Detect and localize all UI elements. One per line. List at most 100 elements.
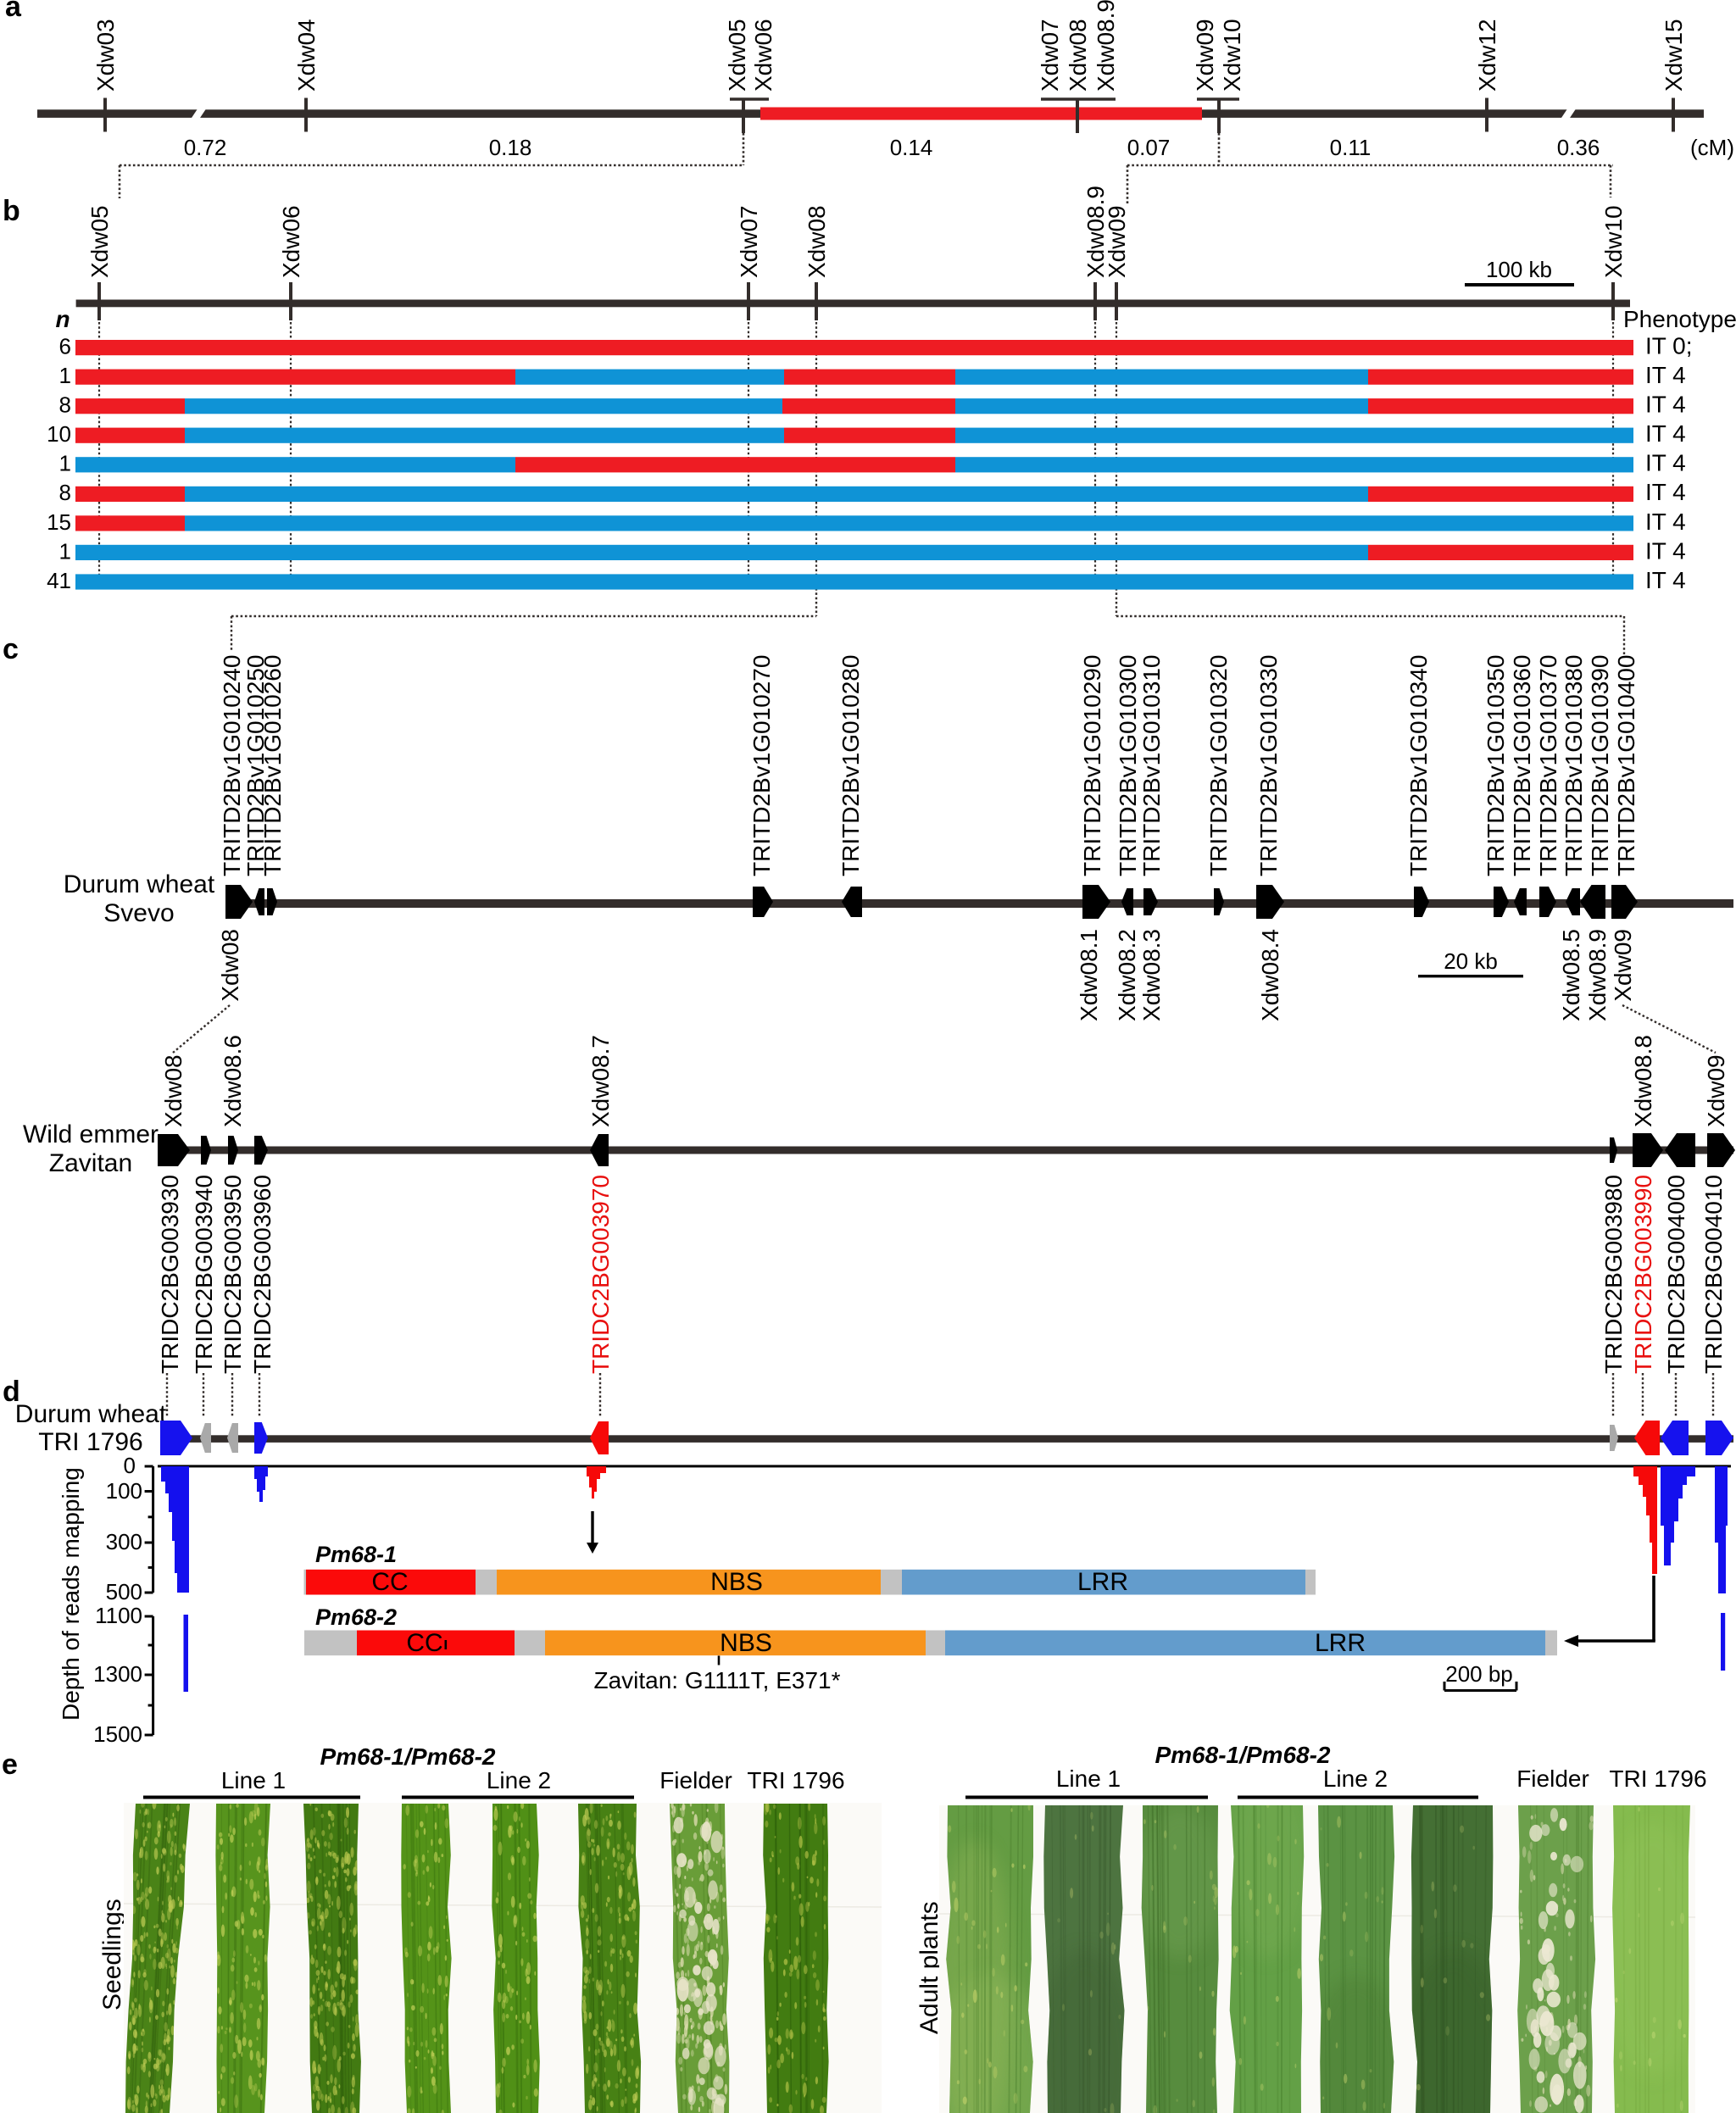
svg-text:Fielder: Fielder: [659, 1767, 732, 1793]
svg-text:Xdw06: Xdw06: [750, 19, 776, 92]
svg-text:(cM): (cM): [1690, 135, 1734, 160]
svg-text:Xdw08.3: Xdw08.3: [1138, 929, 1165, 1021]
svg-text:Xdw08.9: Xdw08.9: [1584, 929, 1611, 1021]
svg-text:Pm68-1: Pm68-1: [315, 1542, 397, 1567]
svg-text:8: 8: [59, 392, 71, 418]
svg-text:Line 1: Line 1: [1056, 1765, 1121, 1792]
svg-text:TRITD2Bv1G010250: TRITD2Bv1G010250: [242, 655, 269, 876]
svg-text:Xdw04: Xdw04: [293, 19, 320, 92]
svg-text:TRITD2Bv1G010260: TRITD2Bv1G010260: [259, 655, 286, 876]
svg-text:Xdw08.9: Xdw08.9: [1093, 0, 1119, 92]
svg-text:Zavitan: Zavitan: [49, 1149, 132, 1177]
svg-text:TRITD2Bv1G010330: TRITD2Bv1G010330: [1255, 655, 1282, 876]
svg-text:1500: 1500: [93, 1721, 142, 1747]
svg-text:Xdw08.2: Xdw08.2: [1114, 929, 1140, 1021]
svg-text:0.18: 0.18: [489, 135, 532, 160]
svg-text:TRITD2Bv1G010340: TRITD2Bv1G010340: [1405, 655, 1432, 876]
svg-text:TRIDC2BG004000: TRIDC2BG004000: [1663, 1175, 1689, 1374]
svg-text:1100: 1100: [95, 1603, 142, 1628]
svg-text:8: 8: [59, 480, 71, 505]
svg-text:IT 0;: IT 0;: [1645, 333, 1693, 359]
svg-text:IT 4: IT 4: [1645, 537, 1686, 564]
svg-text:0.72: 0.72: [184, 135, 227, 160]
svg-text:Svevo: Svevo: [103, 899, 174, 927]
svg-text:Line 2: Line 2: [487, 1767, 551, 1793]
svg-text:n: n: [55, 306, 70, 332]
svg-text:TRITD2Bv1G010400: TRITD2Bv1G010400: [1613, 655, 1639, 876]
svg-text:a: a: [5, 0, 22, 23]
svg-text:Xdw08: Xdw08: [804, 205, 830, 278]
svg-text:b: b: [3, 195, 20, 227]
svg-text:200 bp: 200 bp: [1445, 1661, 1513, 1687]
svg-text:d: d: [3, 1376, 20, 1408]
svg-text:Xdw09: Xdw09: [1703, 1054, 1729, 1127]
svg-text:100: 100: [106, 1478, 142, 1504]
svg-text:IT 4: IT 4: [1645, 420, 1686, 447]
svg-text:TRITD2Bv1G010300: TRITD2Bv1G010300: [1115, 655, 1141, 876]
svg-text:Xdw09: Xdw09: [1610, 929, 1636, 1002]
svg-text:0.11: 0.11: [1330, 135, 1372, 160]
svg-text:c: c: [3, 633, 19, 665]
svg-text:Xdw12: Xdw12: [1474, 19, 1500, 92]
svg-text:LRR: LRR: [1077, 1568, 1128, 1596]
svg-text:Pm68-2: Pm68-2: [315, 1604, 397, 1630]
svg-text:Xdw05: Xdw05: [724, 19, 750, 92]
svg-text:Pm68-1/Pm68-2: Pm68-1/Pm68-2: [1155, 1742, 1330, 1768]
svg-text:100 kb: 100 kb: [1486, 257, 1552, 282]
svg-text:0: 0: [124, 1453, 136, 1478]
svg-text:Xdw10: Xdw10: [1219, 19, 1245, 92]
svg-text:TRITD2Bv1G010370: TRITD2Bv1G010370: [1535, 655, 1561, 876]
svg-text:Xdw08.1: Xdw08.1: [1076, 929, 1102, 1021]
svg-text:Xdw15: Xdw15: [1661, 19, 1687, 92]
svg-text:NBS: NBS: [710, 1568, 763, 1596]
svg-text:Phenotype: Phenotype: [1623, 306, 1736, 332]
svg-text:Xdw08: Xdw08: [160, 1054, 186, 1127]
svg-text:0.36: 0.36: [1557, 135, 1600, 160]
svg-text:Xdw08: Xdw08: [217, 929, 243, 1002]
svg-text:20 kb: 20 kb: [1444, 948, 1498, 974]
svg-text:TRITD2Bv1G010310: TRITD2Bv1G010310: [1138, 655, 1165, 876]
svg-text:Xdw06: Xdw06: [278, 205, 304, 278]
svg-text:Line 2: Line 2: [1323, 1765, 1388, 1792]
svg-text:Xdw09: Xdw09: [1192, 19, 1218, 92]
svg-text:TRITD2Bv1G010380: TRITD2Bv1G010380: [1561, 655, 1587, 876]
svg-text:15: 15: [47, 509, 71, 535]
svg-text:TRIDC2BG003940: TRIDC2BG003940: [191, 1175, 217, 1374]
svg-text:TRIDC2BG003970: TRIDC2BG003970: [587, 1175, 614, 1374]
svg-text:1300: 1300: [93, 1661, 142, 1687]
svg-text:TRIDC2BG003960: TRIDC2BG003960: [249, 1175, 275, 1374]
svg-text:6: 6: [59, 334, 71, 359]
svg-text:TRI 1796: TRI 1796: [38, 1428, 142, 1456]
svg-text:1: 1: [59, 538, 71, 564]
svg-text:1: 1: [59, 363, 71, 388]
svg-text:1: 1: [59, 451, 71, 476]
svg-text:Xdw03: Xdw03: [92, 19, 119, 92]
svg-text:Adult plants: Adult plants: [915, 1901, 943, 2034]
svg-text:Xdw07: Xdw07: [736, 205, 762, 278]
svg-text:TRIDC2BG003990: TRIDC2BG003990: [1630, 1175, 1656, 1374]
svg-text:IT 4: IT 4: [1645, 362, 1686, 388]
svg-text:TRI 1796: TRI 1796: [1609, 1765, 1706, 1792]
svg-text:TRITD2Bv1G010360: TRITD2Bv1G010360: [1509, 655, 1535, 876]
svg-text:Xdw07: Xdw07: [1037, 19, 1063, 92]
svg-text:TRITD2Bv1G010320: TRITD2Bv1G010320: [1205, 655, 1232, 876]
svg-text:41: 41: [47, 568, 71, 593]
svg-text:0.14: 0.14: [890, 135, 933, 160]
svg-text:TRIDC2BG004010: TRIDC2BG004010: [1700, 1175, 1727, 1374]
svg-text:0.07: 0.07: [1127, 135, 1171, 160]
svg-text:Xdw08.4: Xdw08.4: [1257, 929, 1283, 1021]
svg-text:Pm68-1/Pm68-2: Pm68-1/Pm68-2: [320, 1743, 495, 1770]
svg-text:TRIDC2BG003930: TRIDC2BG003930: [157, 1175, 183, 1374]
svg-text:TRITD2Bv1G010240: TRITD2Bv1G010240: [219, 655, 245, 876]
svg-text:TRITD2Bv1G010270: TRITD2Bv1G010270: [748, 655, 775, 876]
svg-text:TRITD2Bv1G010290: TRITD2Bv1G010290: [1079, 655, 1105, 876]
svg-text:Xdw08: Xdw08: [1065, 19, 1091, 92]
svg-text:Zavitan: G1111T, E371*: Zavitan: G1111T, E371*: [593, 1667, 840, 1693]
svg-text:IT 4: IT 4: [1645, 567, 1686, 593]
svg-text:Xdw10: Xdw10: [1600, 205, 1627, 278]
svg-text:Xdw08.9: Xdw08.9: [1082, 186, 1109, 278]
svg-text:Seedlings: Seedlings: [98, 1899, 126, 2010]
svg-text:TRITD2Bv1G010390: TRITD2Bv1G010390: [1587, 655, 1613, 876]
svg-text:Xdw08.8: Xdw08.8: [1630, 1035, 1656, 1127]
svg-text:IT 4: IT 4: [1645, 509, 1686, 535]
